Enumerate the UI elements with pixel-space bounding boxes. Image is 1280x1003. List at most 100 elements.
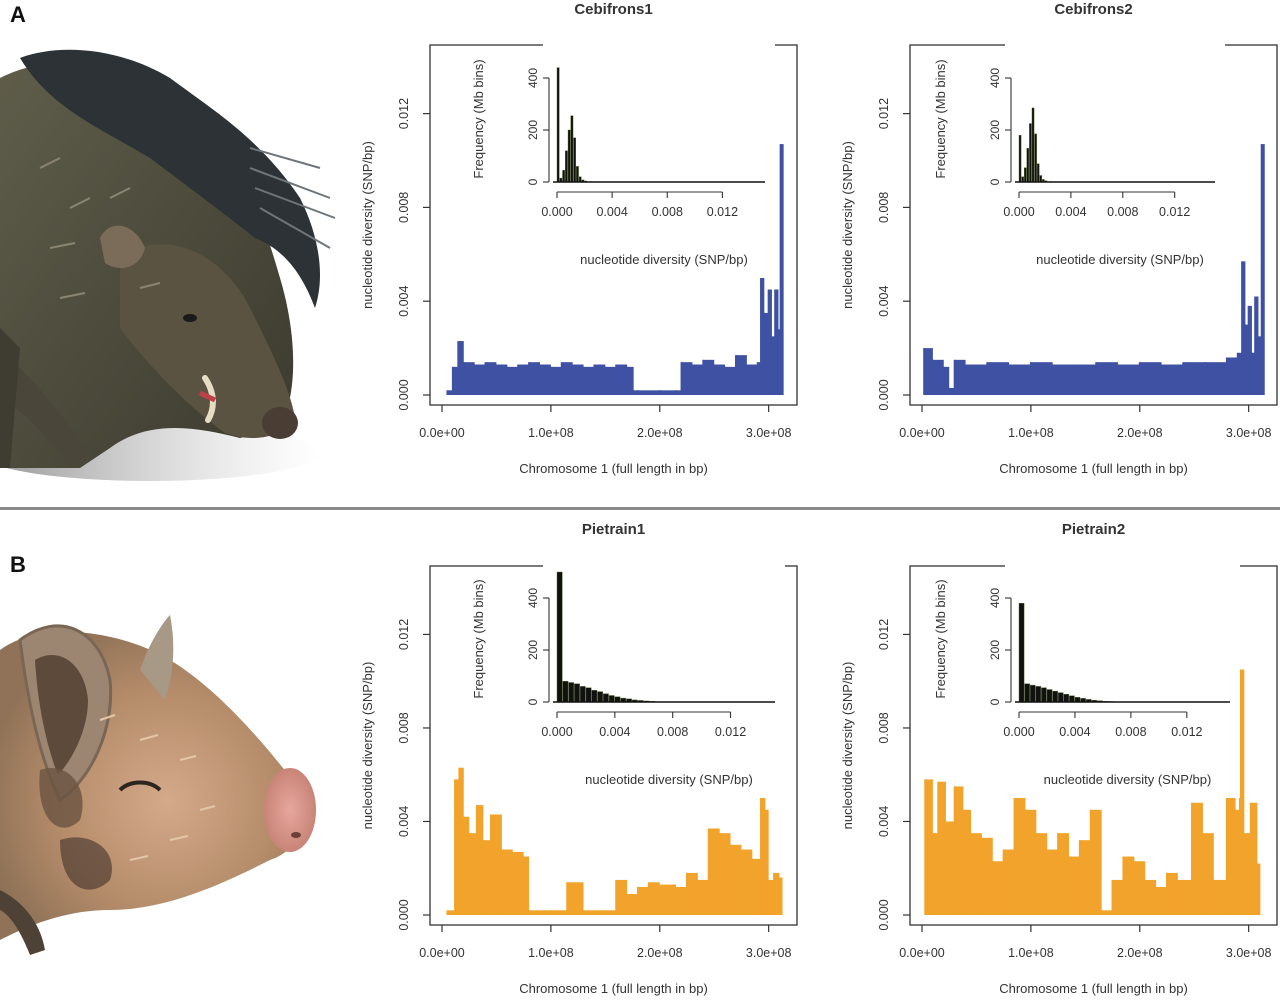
- x-tick-label: 1.0e+08: [528, 946, 574, 960]
- data-bar: [627, 366, 634, 395]
- data-bar: [992, 861, 1004, 915]
- inset-bar: [562, 170, 565, 183]
- data-bar: [971, 833, 982, 915]
- data-bar: [1096, 362, 1118, 395]
- chart-title: Cebifrons1: [574, 1, 652, 18]
- inset-x-axis-label: nucleotide diversity (SNP/bp): [580, 252, 748, 267]
- data-bar: [638, 886, 649, 915]
- data-bar: [981, 837, 993, 915]
- x-axis-label: Chromosome 1 (full length in bp): [519, 981, 708, 996]
- data-bar: [638, 390, 660, 395]
- data-bar: [605, 366, 617, 395]
- inset-bar: [1035, 686, 1042, 703]
- x-tick-label: 1.0e+08: [1008, 946, 1054, 960]
- x-tick-label: 1.0e+08: [1008, 426, 1054, 440]
- data-bar: [1237, 352, 1243, 395]
- data-bar: [474, 364, 486, 395]
- data-bar: [764, 312, 769, 395]
- pietrain-pig-photo: [0, 615, 316, 955]
- data-bar: [485, 362, 497, 395]
- data-bar: [476, 805, 484, 915]
- data-bar: [491, 814, 502, 915]
- y-axis-label: nucleotide diversity (SNP/bp): [360, 662, 375, 830]
- data-bar: [447, 390, 453, 395]
- x-axis-label: Chromosome 1 (full length in bp): [999, 981, 1188, 996]
- inset-x-tick-label: 0.004: [1059, 725, 1090, 739]
- data-bar: [1244, 833, 1251, 915]
- data-bar: [954, 786, 964, 915]
- data-bar: [757, 362, 762, 395]
- data-bar: [1090, 809, 1102, 915]
- y-tick-label: 0.008: [397, 712, 411, 743]
- inset-background: [543, 560, 785, 798]
- chart-title: Cebifrons2: [1054, 1, 1132, 18]
- inset-x-tick-label: 0.000: [1003, 725, 1034, 739]
- x-axis-label: Chromosome 1 (full length in bp): [519, 461, 708, 476]
- inset-x-tick-label: 0.012: [715, 725, 746, 739]
- data-bar: [1242, 261, 1246, 395]
- data-bar: [768, 879, 775, 915]
- x-tick-label: 3.0e+08: [746, 946, 792, 960]
- y-axis-label: nucleotide diversity (SNP/bp): [840, 662, 855, 830]
- data-bar: [1069, 856, 1080, 915]
- data-bar: [501, 849, 513, 915]
- inset-bar: [1046, 689, 1053, 703]
- x-tick-label: 2.0e+08: [637, 946, 683, 960]
- data-bar: [949, 387, 955, 395]
- x-tick-label: 1.0e+08: [528, 426, 574, 440]
- x-tick-label: 2.0e+08: [637, 426, 683, 440]
- data-bar: [692, 364, 704, 395]
- inset-bar: [603, 693, 609, 703]
- x-tick-label: 2.0e+08: [1117, 946, 1163, 960]
- data-bar: [780, 144, 784, 395]
- inset-bar: [1057, 692, 1064, 703]
- data-bar: [708, 828, 720, 915]
- inset-y-axis-label: Frequency (Mb bins): [933, 579, 948, 698]
- inset-bar: [1023, 167, 1027, 183]
- data-bar: [945, 821, 955, 915]
- inset-bar: [578, 176, 582, 183]
- data-series: [924, 669, 1261, 915]
- data-bar: [605, 910, 617, 915]
- section-divider: [0, 507, 1280, 510]
- y-tick-label: 0.008: [397, 192, 411, 223]
- data-bar: [1139, 362, 1162, 395]
- inset-bar: [556, 67, 560, 183]
- data-bar: [1014, 779, 1026, 915]
- data-bar: [616, 364, 628, 395]
- y-tick-label: 0.004: [397, 286, 411, 317]
- data-bar: [771, 336, 776, 395]
- inset-bar: [1024, 683, 1030, 703]
- data-bar: [529, 362, 540, 395]
- inset-bar: [1018, 603, 1025, 703]
- data-bar: [925, 779, 933, 915]
- data-bar: [594, 364, 606, 395]
- y-tick-label: 0.004: [397, 806, 411, 837]
- inset-background: [1005, 40, 1225, 278]
- inset-x-tick-label: 0.000: [541, 205, 572, 219]
- inset-x-tick-label: 0.008: [1115, 725, 1146, 739]
- inset-x-tick-label: 0.004: [596, 205, 627, 219]
- y-tick-label: 0.012: [877, 98, 891, 129]
- data-bar: [1205, 362, 1227, 395]
- data-bar: [1258, 336, 1262, 395]
- inset-background: [1005, 560, 1240, 798]
- inset-x-axis-label: nucleotide diversity (SNP/bp): [1036, 252, 1204, 267]
- data-bar: [1261, 144, 1265, 395]
- inset-bar: [1036, 163, 1040, 183]
- data-bar: [572, 364, 584, 395]
- data-bar: [1177, 879, 1193, 915]
- data-bar: [518, 364, 530, 395]
- data-bar: [550, 366, 562, 395]
- data-bar: [1025, 809, 1037, 915]
- data-bar: [1118, 364, 1140, 395]
- data-bar: [512, 851, 524, 915]
- data-bar: [746, 364, 758, 395]
- x-tick-label: 3.0e+08: [1226, 946, 1272, 960]
- y-tick-label: 0.008: [877, 712, 891, 743]
- inset-histogram: [556, 571, 656, 703]
- data-bar: [697, 879, 709, 915]
- inset-bar: [1052, 690, 1058, 703]
- data-bar: [483, 840, 491, 915]
- data-bar: [1251, 352, 1256, 395]
